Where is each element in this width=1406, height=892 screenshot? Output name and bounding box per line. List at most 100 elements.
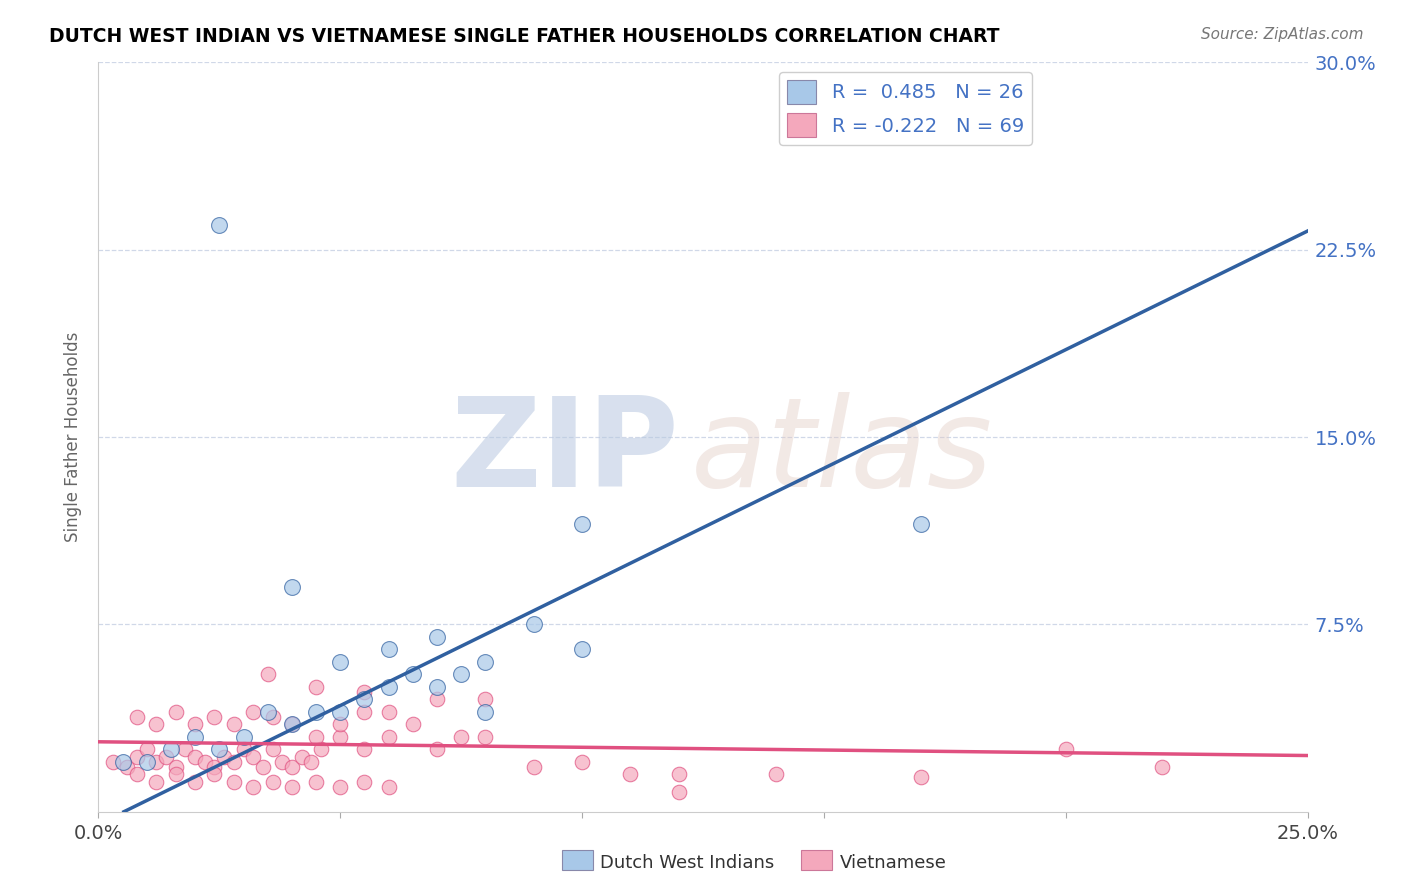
Point <box>305 730 328 744</box>
Point <box>571 517 593 532</box>
Point <box>305 705 328 719</box>
Point <box>145 717 167 731</box>
Point <box>474 705 496 719</box>
Point <box>329 655 352 669</box>
Text: atlas: atlas <box>690 392 993 513</box>
Point <box>353 685 375 699</box>
Point <box>377 680 399 694</box>
Point <box>111 755 134 769</box>
Point <box>299 755 322 769</box>
Point <box>204 767 226 781</box>
Point <box>523 617 546 632</box>
Point <box>222 755 245 769</box>
Point <box>165 705 187 719</box>
Point <box>212 749 235 764</box>
Point <box>184 717 207 731</box>
Point <box>101 755 124 769</box>
Point <box>305 774 328 789</box>
Point <box>222 774 245 789</box>
Point <box>910 517 932 532</box>
Text: ZIP: ZIP <box>450 392 679 513</box>
Point <box>377 705 399 719</box>
Point <box>426 692 449 706</box>
Point <box>450 730 472 744</box>
Point <box>222 717 245 731</box>
Point <box>256 667 278 681</box>
Point <box>329 705 352 719</box>
Point <box>402 667 425 681</box>
Point <box>145 755 167 769</box>
Point <box>329 780 352 794</box>
Point <box>208 742 231 756</box>
Point <box>290 749 312 764</box>
Point <box>353 705 375 719</box>
Point <box>377 642 399 657</box>
Point <box>271 755 294 769</box>
Text: DUTCH WEST INDIAN VS VIETNAMESE SINGLE FATHER HOUSEHOLDS CORRELATION CHART: DUTCH WEST INDIAN VS VIETNAMESE SINGLE F… <box>49 27 1000 45</box>
Point <box>571 755 593 769</box>
Point <box>668 767 690 781</box>
Point <box>127 749 149 764</box>
Point <box>668 785 690 799</box>
Point <box>309 742 332 756</box>
Point <box>474 730 496 744</box>
Point <box>353 774 375 789</box>
Point <box>256 705 278 719</box>
Point <box>281 580 304 594</box>
Point <box>474 692 496 706</box>
Point <box>155 749 177 764</box>
Point <box>281 717 304 731</box>
Point <box>353 692 375 706</box>
Point <box>242 705 264 719</box>
Point <box>194 755 217 769</box>
Point <box>232 730 254 744</box>
Point <box>262 774 284 789</box>
Point <box>426 742 449 756</box>
Point <box>450 667 472 681</box>
Point <box>1054 742 1077 756</box>
Legend: R =  0.485   N = 26, R = -0.222   N = 69: R = 0.485 N = 26, R = -0.222 N = 69 <box>779 72 1032 145</box>
Point <box>523 760 546 774</box>
Point <box>402 717 425 731</box>
Point <box>204 760 226 774</box>
Point <box>174 742 197 756</box>
Point <box>127 710 149 724</box>
Y-axis label: Single Father Households: Single Father Households <box>65 332 83 542</box>
Point <box>160 742 183 756</box>
Point <box>242 780 264 794</box>
Point <box>135 742 157 756</box>
Point <box>329 717 352 731</box>
Point <box>262 710 284 724</box>
Point <box>117 760 139 774</box>
Point <box>305 680 328 694</box>
Point <box>281 780 304 794</box>
Point <box>910 770 932 784</box>
Point <box>353 742 375 756</box>
Point <box>426 680 449 694</box>
Point <box>184 749 207 764</box>
Point <box>184 730 207 744</box>
Text: Vietnamese: Vietnamese <box>839 854 946 871</box>
Point <box>474 655 496 669</box>
Point <box>165 767 187 781</box>
Point <box>127 767 149 781</box>
Point <box>232 742 254 756</box>
Point <box>262 742 284 756</box>
Text: Dutch West Indians: Dutch West Indians <box>600 854 775 871</box>
Point <box>377 730 399 744</box>
Point <box>204 710 226 724</box>
Point <box>619 767 641 781</box>
Point <box>208 218 231 232</box>
Point <box>281 717 304 731</box>
Point <box>426 630 449 644</box>
Text: Source: ZipAtlas.com: Source: ZipAtlas.com <box>1201 27 1364 42</box>
Point <box>377 780 399 794</box>
Point <box>165 760 187 774</box>
Point <box>1152 760 1174 774</box>
Point <box>329 730 352 744</box>
Point <box>571 642 593 657</box>
Point <box>765 767 787 781</box>
Point <box>135 755 157 769</box>
Point <box>145 774 167 789</box>
Point <box>242 749 264 764</box>
